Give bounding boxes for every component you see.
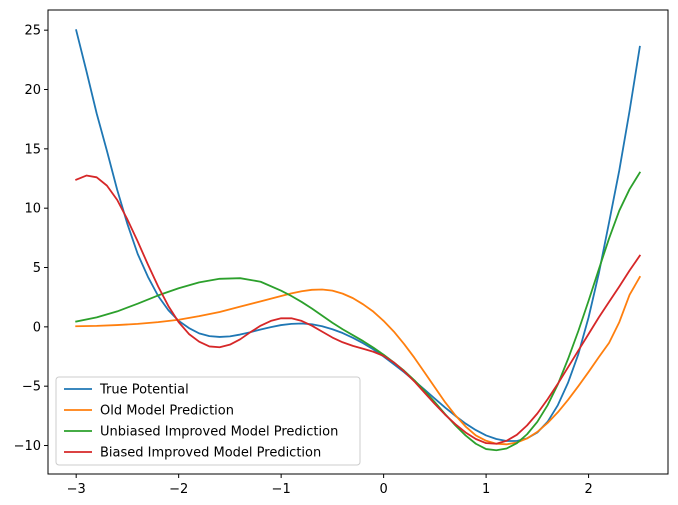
x-tick-label: 2 (584, 482, 592, 497)
series-layer (75, 29, 642, 452)
legend-label: True Potential (99, 383, 189, 398)
legend-label: Biased Improved Model Prediction (100, 446, 321, 461)
y-tick-label: −5 (22, 380, 41, 395)
legend-label: Old Model Prediction (100, 404, 234, 419)
legend-box (55, 376, 361, 466)
y-tick-label: 15 (24, 142, 41, 157)
y-tick-label: −10 (14, 439, 41, 454)
series-line-old-model-prediction (75, 275, 642, 446)
y-tick-label: 20 (24, 83, 41, 98)
x-tick-label: 0 (379, 482, 387, 497)
y-tick-label: 10 (24, 202, 41, 217)
y-tick-label: 0 (33, 320, 41, 335)
y-tick-label: 25 (24, 24, 41, 39)
axes-frame (47, 9, 669, 475)
series-line-biased-improved-model-prediction (75, 174, 642, 445)
legend: True Potential Old Model Prediction Unbias… (55, 376, 361, 466)
x-tick-label: −3 (67, 482, 86, 497)
x-tick-label: −1 (272, 482, 291, 497)
x-tick-label: −2 (169, 482, 188, 497)
legend-label: Unbiased Improved Model Prediction (100, 425, 338, 440)
y-tick-label: 5 (33, 261, 41, 276)
x-tick-label: 1 (482, 482, 490, 497)
